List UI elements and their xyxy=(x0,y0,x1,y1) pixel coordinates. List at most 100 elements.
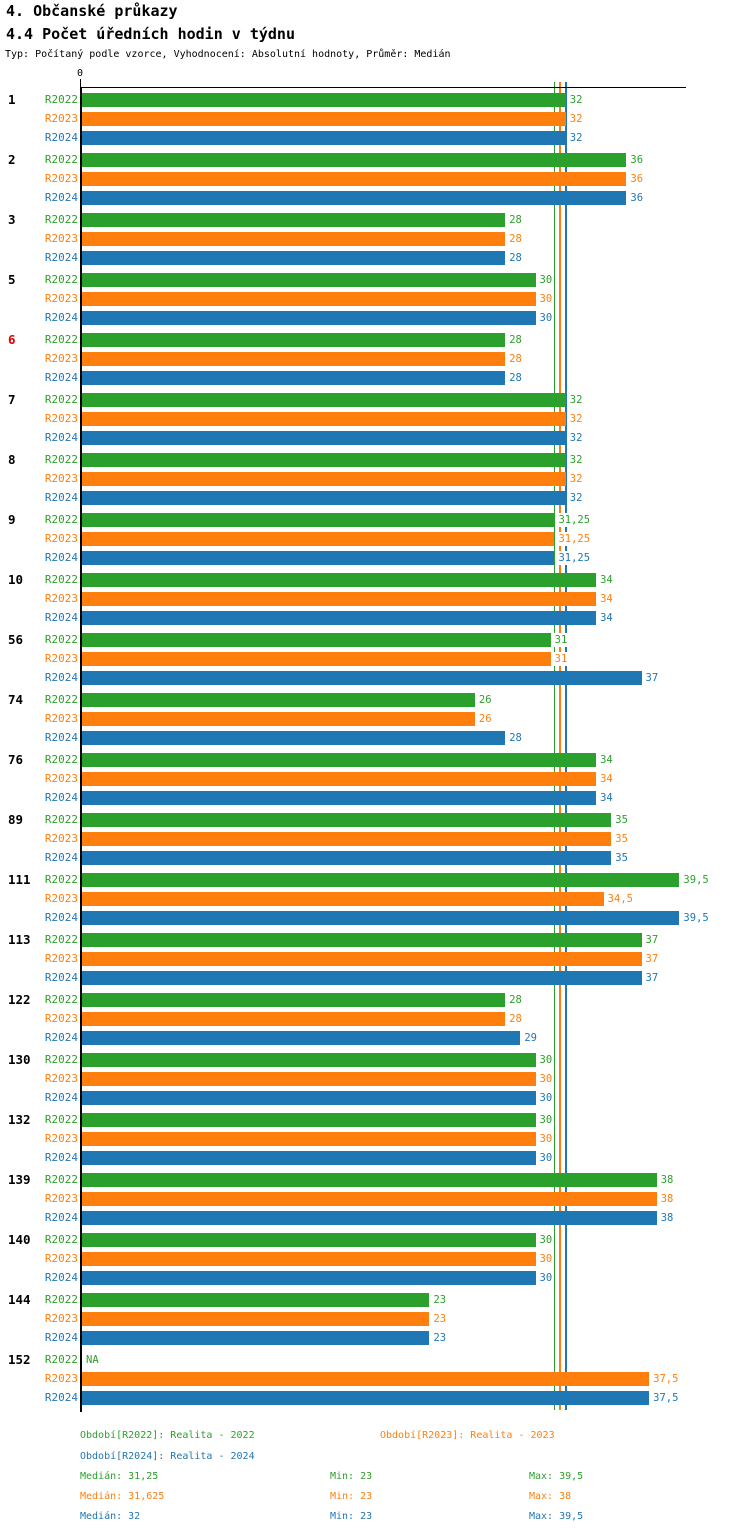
bar-r2023-cat-89 xyxy=(82,832,612,846)
bar-r2022-cat-56 xyxy=(82,633,551,647)
value-label-r2023-cat-5: 30 xyxy=(538,292,554,306)
series-label-r2024: R2024 xyxy=(44,311,78,324)
category-label-9: 9 xyxy=(8,512,16,527)
x-axis-line xyxy=(80,87,686,88)
series-label-r2022: R2022 xyxy=(44,1053,78,1066)
value-label-r2024-cat-8: 32 xyxy=(568,491,584,505)
value-label-r2022-cat-139: 38 xyxy=(659,1173,675,1187)
series-label-r2022: R2022 xyxy=(44,513,78,526)
series-label-r2024: R2024 xyxy=(44,1331,78,1344)
series-label-r2023: R2023 xyxy=(44,1312,78,1325)
category-label-132: 132 xyxy=(8,1112,31,1127)
value-label-r2024-cat-1: 32 xyxy=(568,131,584,145)
bar-r2022-cat-5 xyxy=(82,273,536,287)
bar-r2024-cat-144 xyxy=(82,1331,430,1345)
value-label-r2024-cat-9: 31,25 xyxy=(557,551,592,565)
category-label-74: 74 xyxy=(8,692,24,707)
bar-r2022-cat-6 xyxy=(82,333,506,347)
bar-r2023-cat-111 xyxy=(82,892,604,906)
value-label-r2023-cat-111: 34,5 xyxy=(606,892,634,906)
bar-r2024-cat-76 xyxy=(82,791,597,805)
legend-stat-min-2: Min: 23 xyxy=(330,1511,373,1522)
series-label-r2024: R2024 xyxy=(44,191,78,204)
bar-r2024-cat-132 xyxy=(82,1151,536,1165)
series-label-r2023: R2023 xyxy=(44,1372,78,1385)
value-label-r2023-cat-9: 31,25 xyxy=(557,532,592,546)
value-label-r2024-cat-10: 34 xyxy=(599,611,614,625)
value-label-r2022-cat-89: 35 xyxy=(614,813,629,827)
bar-r2023-cat-9 xyxy=(82,532,555,546)
series-label-r2024: R2024 xyxy=(44,1391,78,1404)
series-label-r2024: R2024 xyxy=(44,491,78,504)
bar-r2023-cat-10 xyxy=(82,592,597,606)
series-label-r2023: R2023 xyxy=(44,952,78,965)
category-label-5: 5 xyxy=(8,272,16,287)
series-label-r2022: R2022 xyxy=(44,1113,78,1126)
category-label-113: 113 xyxy=(8,932,31,947)
legend-stat-max-2: Max: 39,5 xyxy=(529,1511,584,1522)
value-label-r2023-cat-132: 30 xyxy=(538,1132,554,1146)
bar-r2024-cat-140 xyxy=(82,1271,536,1285)
value-label-r2023-cat-74: 26 xyxy=(477,712,493,726)
value-label-r2022-cat-7: 32 xyxy=(568,393,584,407)
value-label-r2023-cat-139: 38 xyxy=(659,1192,675,1206)
series-label-r2022: R2022 xyxy=(44,213,78,226)
category-label-6: 6 xyxy=(8,332,16,347)
legend-stat-median-2: Medián: 32 xyxy=(80,1511,141,1522)
median-line-r2024 xyxy=(565,82,567,1410)
bar-r2022-cat-144 xyxy=(82,1293,430,1307)
series-label-r2023: R2023 xyxy=(44,532,78,545)
value-label-r2023-cat-76: 34 xyxy=(599,772,614,786)
category-label-122: 122 xyxy=(8,992,31,1007)
bar-r2024-cat-111 xyxy=(82,911,680,925)
legend-period-2: Období[R2024]: Realita - 2024 xyxy=(80,1451,255,1462)
series-label-r2024: R2024 xyxy=(44,611,78,624)
bar-r2022-cat-7 xyxy=(82,393,566,407)
series-label-r2024: R2024 xyxy=(44,251,78,264)
bar-r2024-cat-9 xyxy=(82,551,555,565)
bar-r2023-cat-140 xyxy=(82,1252,536,1266)
bar-r2022-cat-122 xyxy=(82,993,506,1007)
value-label-r2024-cat-130: 30 xyxy=(538,1091,554,1105)
series-label-r2023: R2023 xyxy=(44,652,78,665)
series-label-r2023: R2023 xyxy=(44,352,78,365)
bar-r2024-cat-6 xyxy=(82,371,506,385)
x-axis-zero-label: 0 xyxy=(76,68,84,79)
value-label-r2023-cat-144: 23 xyxy=(432,1312,448,1326)
series-label-r2022: R2022 xyxy=(44,273,78,286)
series-label-r2024: R2024 xyxy=(44,1031,78,1044)
value-label-r2023-cat-56: 31 xyxy=(553,652,569,666)
series-label-r2024: R2024 xyxy=(44,791,78,804)
value-label-r2024-cat-5: 30 xyxy=(538,311,554,325)
series-label-r2024: R2024 xyxy=(44,1151,78,1164)
median-line-r2022 xyxy=(553,82,556,1410)
series-label-r2022: R2022 xyxy=(44,693,78,706)
series-label-r2024: R2024 xyxy=(44,131,78,144)
series-label-r2023: R2023 xyxy=(44,712,78,725)
value-label-r2024-cat-3: 28 xyxy=(508,251,523,265)
value-label-r2022-cat-122: 28 xyxy=(508,993,523,1007)
bar-r2023-cat-56 xyxy=(82,652,551,666)
series-label-r2023: R2023 xyxy=(44,1072,78,1085)
category-label-8: 8 xyxy=(8,452,16,467)
category-label-144: 144 xyxy=(8,1292,31,1307)
bar-r2023-cat-122 xyxy=(82,1012,506,1026)
value-label-r2022-cat-113: 37 xyxy=(644,933,660,947)
bar-r2023-cat-139 xyxy=(82,1192,657,1206)
bar-r2024-cat-8 xyxy=(82,491,566,505)
category-label-7: 7 xyxy=(8,392,16,407)
bar-r2023-cat-5 xyxy=(82,292,536,306)
series-label-r2022: R2022 xyxy=(44,633,78,646)
bar-r2022-cat-10 xyxy=(82,573,597,587)
series-label-r2023: R2023 xyxy=(44,1012,78,1025)
category-label-111: 111 xyxy=(8,872,31,887)
value-label-r2023-cat-152: 37,5 xyxy=(652,1372,680,1386)
bar-r2023-cat-74 xyxy=(82,712,475,726)
value-label-r2022-cat-5: 30 xyxy=(538,273,554,287)
category-label-139: 139 xyxy=(8,1172,31,1187)
bar-r2023-cat-130 xyxy=(82,1072,536,1086)
value-label-r2023-cat-2: 36 xyxy=(629,172,645,186)
legend-stat-max-0: Max: 39,5 xyxy=(529,1471,584,1482)
series-label-r2024: R2024 xyxy=(44,1091,78,1104)
series-label-r2022: R2022 xyxy=(44,1353,78,1366)
